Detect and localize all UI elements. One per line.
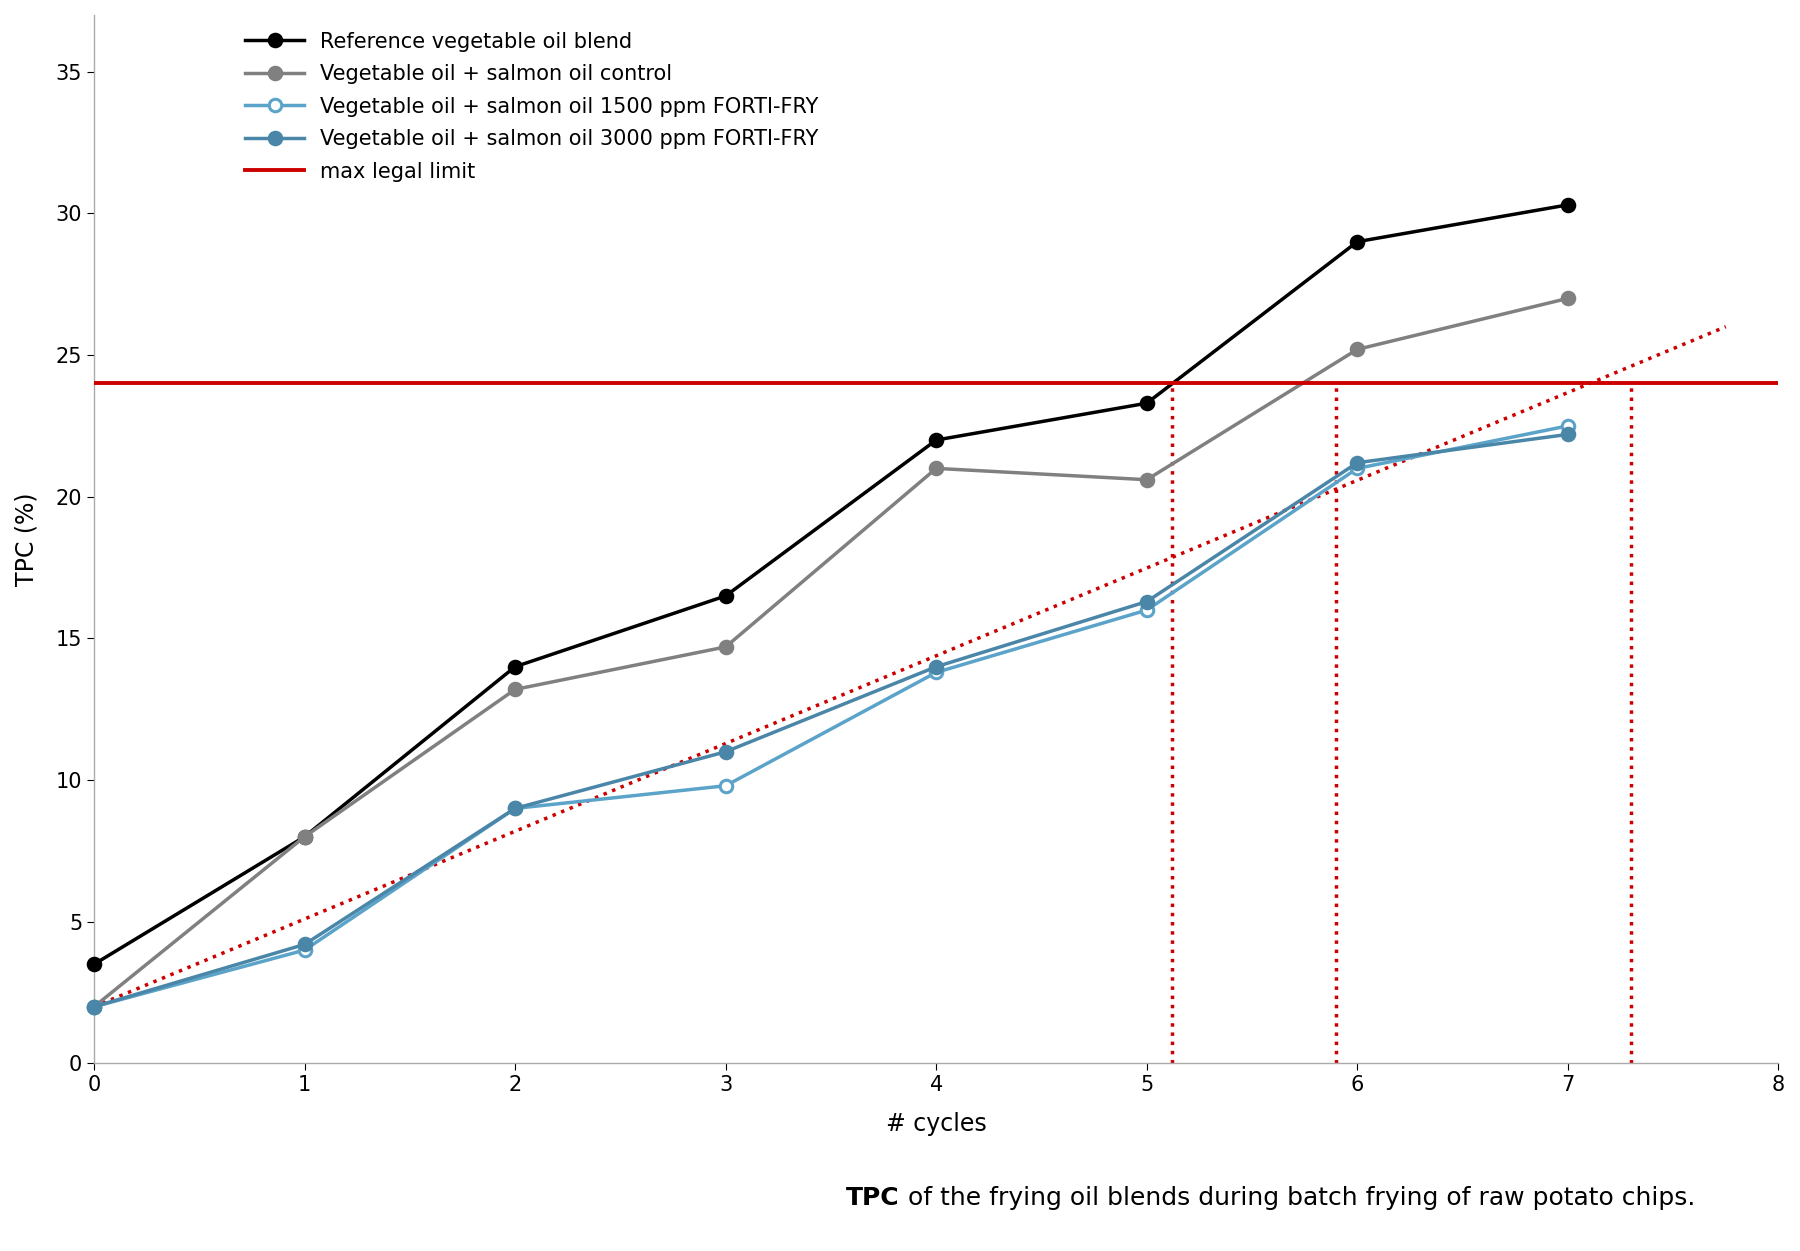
Vegetable oil + salmon oil 1500 ppm FORTI-FRY xyxy=(293,942,315,957)
Vegetable oil + salmon oil 3000 ppm FORTI-FRY xyxy=(504,801,526,816)
Y-axis label: TPC (%): TPC (%) xyxy=(14,493,40,585)
Line: Vegetable oil + salmon oil 3000 ppm FORTI-FRY: Vegetable oil + salmon oil 3000 ppm FORT… xyxy=(88,428,1575,1013)
Vegetable oil + salmon oil control xyxy=(925,460,947,475)
Vegetable oil + salmon oil 3000 ppm FORTI-FRY xyxy=(1136,594,1157,609)
Reference vegetable oil blend xyxy=(83,957,104,972)
Line: Vegetable oil + salmon oil control: Vegetable oil + salmon oil control xyxy=(88,293,1575,1013)
Vegetable oil + salmon oil control xyxy=(504,682,526,697)
Text: of the frying oil blends during batch frying of raw potato chips.: of the frying oil blends during batch fr… xyxy=(900,1186,1696,1211)
Vegetable oil + salmon oil control xyxy=(1136,472,1157,487)
Reference vegetable oil blend xyxy=(293,829,315,844)
Reference vegetable oil blend xyxy=(1136,395,1157,410)
Vegetable oil + salmon oil 1500 ppm FORTI-FRY xyxy=(1136,603,1157,618)
Reference vegetable oil blend xyxy=(925,433,947,448)
Vegetable oil + salmon oil 3000 ppm FORTI-FRY xyxy=(925,659,947,674)
Legend: Reference vegetable oil blend, Vegetable oil + salmon oil control, Vegetable oil: Reference vegetable oil blend, Vegetable… xyxy=(239,25,824,188)
Vegetable oil + salmon oil 3000 ppm FORTI-FRY xyxy=(83,1000,104,1015)
Vegetable oil + salmon oil control xyxy=(715,639,736,654)
Vegetable oil + salmon oil control xyxy=(83,1000,104,1015)
Line: Vegetable oil + salmon oil 1500 ppm FORTI-FRY: Vegetable oil + salmon oil 1500 ppm FORT… xyxy=(88,419,1575,1013)
Vegetable oil + salmon oil 1500 ppm FORTI-FRY xyxy=(83,1000,104,1015)
max legal limit xyxy=(83,375,104,390)
Vegetable oil + salmon oil 3000 ppm FORTI-FRY xyxy=(293,937,315,952)
Reference vegetable oil blend xyxy=(504,659,526,674)
X-axis label: # cycles: # cycles xyxy=(886,1112,986,1136)
Reference vegetable oil blend xyxy=(1346,234,1368,249)
Vegetable oil + salmon oil 3000 ppm FORTI-FRY xyxy=(715,744,736,759)
Vegetable oil + salmon oil 1500 ppm FORTI-FRY xyxy=(1346,460,1368,475)
Text: TPC: TPC xyxy=(846,1186,900,1211)
Vegetable oil + salmon oil control xyxy=(1557,291,1579,306)
Vegetable oil + salmon oil 1500 ppm FORTI-FRY xyxy=(925,664,947,679)
Reference vegetable oil blend xyxy=(715,588,736,603)
Vegetable oil + salmon oil 3000 ppm FORTI-FRY xyxy=(1557,427,1579,442)
Vegetable oil + salmon oil 1500 ppm FORTI-FRY xyxy=(715,778,736,793)
Vegetable oil + salmon oil 1500 ppm FORTI-FRY xyxy=(504,801,526,816)
Vegetable oil + salmon oil 1500 ppm FORTI-FRY xyxy=(1557,418,1579,433)
Vegetable oil + salmon oil 3000 ppm FORTI-FRY xyxy=(1346,455,1368,470)
max legal limit xyxy=(293,375,315,390)
Vegetable oil + salmon oil control xyxy=(1346,342,1368,357)
Line: Reference vegetable oil blend: Reference vegetable oil blend xyxy=(88,199,1575,971)
Vegetable oil + salmon oil control xyxy=(293,829,315,844)
Reference vegetable oil blend xyxy=(1557,198,1579,213)
